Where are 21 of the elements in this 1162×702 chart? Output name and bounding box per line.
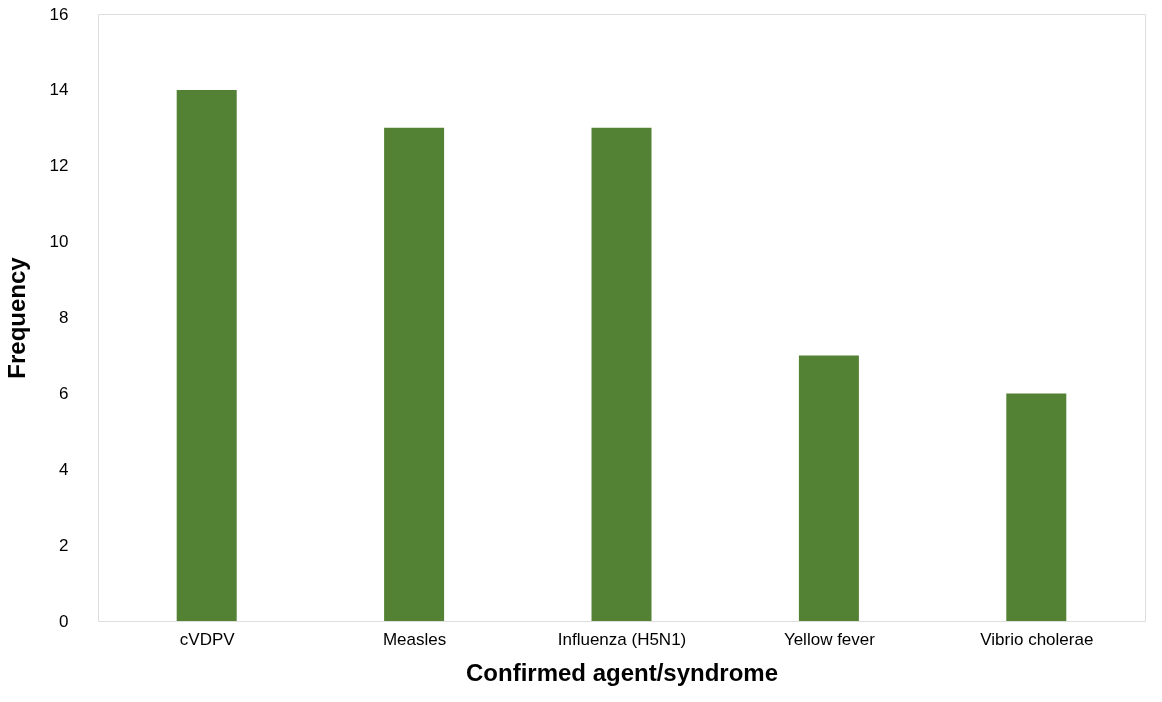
x-tick-label: Influenza (H5N1) — [557, 629, 687, 649]
y-axis-title: Frequency — [2, 256, 30, 379]
x-tick-label: cVDPV — [179, 629, 236, 649]
bar — [798, 355, 859, 621]
y-tick-label: 12 — [49, 156, 69, 176]
x-tick-label: Yellow fever — [783, 629, 876, 649]
y-tick-label: 8 — [59, 308, 69, 327]
bar — [591, 127, 652, 621]
bar — [1006, 393, 1067, 621]
y-tick-label: 2 — [59, 535, 69, 555]
y-tick-label: 0 — [59, 611, 69, 631]
y-tick-label: 14 — [49, 80, 69, 100]
x-tick-label: Measles — [382, 629, 447, 649]
y-tick-label: 6 — [59, 383, 69, 403]
y-tick-label: 16 — [49, 4, 69, 24]
bar — [384, 127, 445, 621]
x-tick-label: Vibrio cholerae — [980, 629, 1094, 649]
bar — [176, 89, 237, 621]
x-axis-title: Confirmed agent/syndrome — [465, 658, 779, 686]
y-tick-label: 10 — [49, 232, 69, 252]
y-tick-label: 4 — [59, 459, 69, 479]
